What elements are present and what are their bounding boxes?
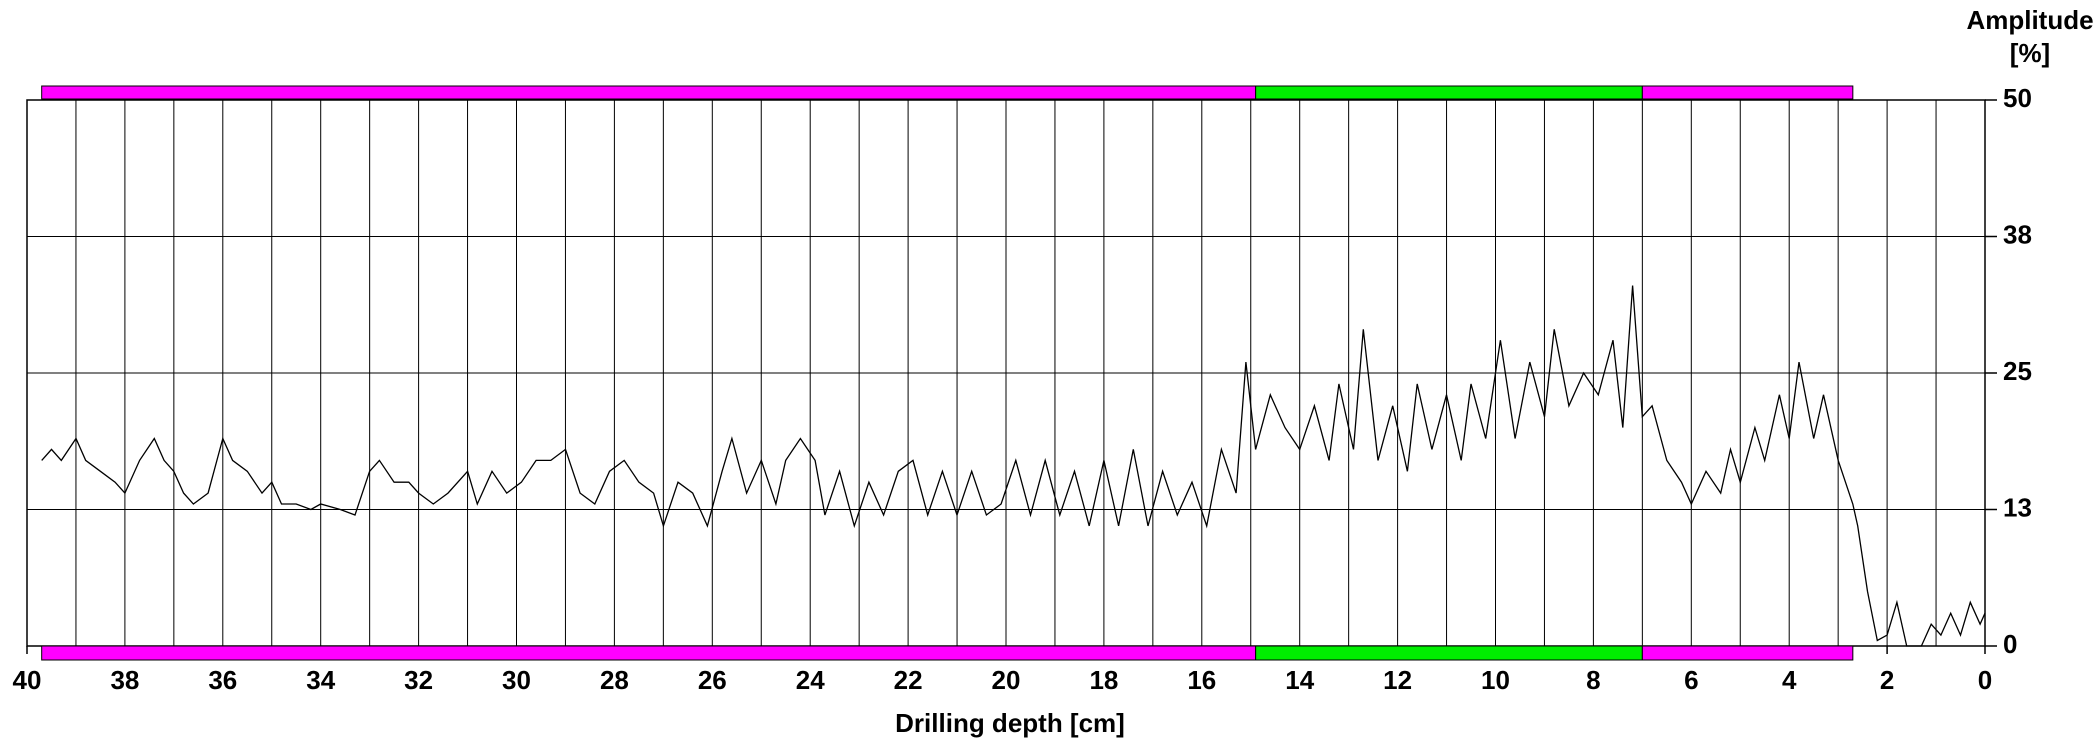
y-axis-label: [%] xyxy=(2010,38,2050,68)
x-tick-label: 40 xyxy=(13,665,42,695)
x-tick-label: 6 xyxy=(1684,665,1698,695)
x-tick-label: 12 xyxy=(1383,665,1412,695)
amplitude-line xyxy=(41,285,1986,647)
y-tick-label: 25 xyxy=(2003,356,2032,386)
y-tick-label: 38 xyxy=(2003,219,2032,249)
x-tick-label: 20 xyxy=(992,665,1021,695)
x-tick-label: 16 xyxy=(1187,665,1216,695)
depth-band xyxy=(1255,85,1643,100)
x-tick-label: 38 xyxy=(110,665,139,695)
x-tick-label: 8 xyxy=(1586,665,1600,695)
depth-band xyxy=(1255,645,1643,661)
x-tick-label: 28 xyxy=(600,665,629,695)
y-tick-label: 13 xyxy=(2003,492,2032,522)
y-axis-label: Amplitude xyxy=(1966,5,2093,35)
depth-band xyxy=(41,85,1257,100)
x-tick-label: 0 xyxy=(1978,665,1992,695)
x-tick-label: 26 xyxy=(698,665,727,695)
x-tick-label: 2 xyxy=(1880,665,1894,695)
y-tick-label: 50 xyxy=(2003,83,2032,113)
y-tick-label: 0 xyxy=(2003,629,2017,659)
x-tick-label: 36 xyxy=(208,665,237,695)
x-tick-label: 30 xyxy=(502,665,531,695)
x-tick-label: 34 xyxy=(306,665,335,695)
depth-band xyxy=(1641,85,1854,100)
x-tick-label: 18 xyxy=(1089,665,1118,695)
x-tick-label: 4 xyxy=(1782,665,1797,695)
x-tick-label: 14 xyxy=(1285,665,1314,695)
depth-band xyxy=(1641,645,1854,661)
x-tick-label: 32 xyxy=(404,665,433,695)
x-tick-label: 22 xyxy=(894,665,923,695)
x-tick-label: 10 xyxy=(1481,665,1510,695)
depth-band xyxy=(41,645,1257,661)
x-tick-label: 24 xyxy=(796,665,825,695)
x-axis-label: Drilling depth [cm] xyxy=(895,708,1125,738)
